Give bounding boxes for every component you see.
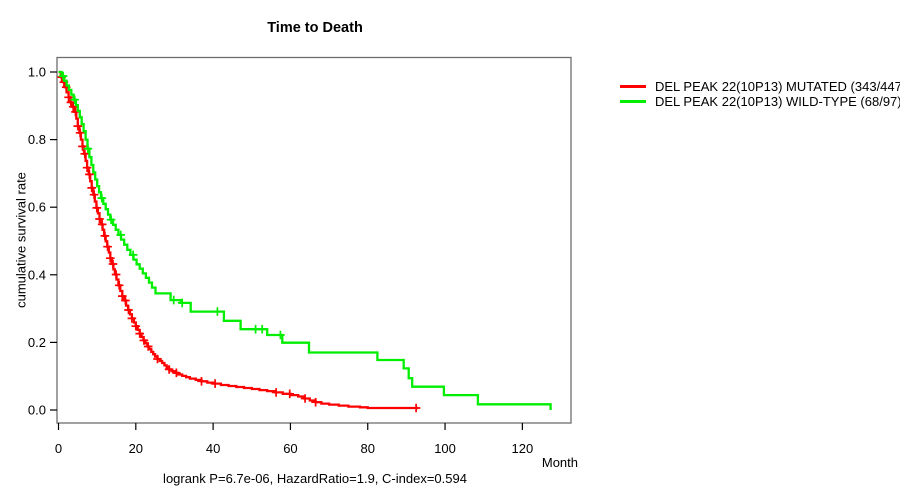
- y-tick-label: 0.8: [28, 132, 46, 147]
- censor-mark: [70, 95, 79, 104]
- censor-mark: [78, 142, 87, 151]
- censor-mark: [73, 121, 83, 131]
- x-tick-label: 40: [206, 441, 220, 456]
- censor-mark: [95, 214, 104, 224]
- x-tick-label: 60: [283, 441, 297, 456]
- legend-line-mutated: [620, 84, 646, 88]
- censor-mark: [131, 321, 141, 331]
- censor-mark: [257, 324, 267, 334]
- censor-mark: [300, 394, 310, 403]
- censor-mark: [103, 242, 112, 251]
- censor-mark: [97, 220, 107, 229]
- censor-mark: [172, 368, 181, 378]
- x-tick-label: 0: [55, 441, 62, 456]
- censor-mark: [75, 128, 85, 138]
- censor-marks-wildtype: [58, 71, 285, 340]
- censor-mark: [87, 183, 96, 193]
- censor-mark: [311, 397, 320, 407]
- censor-mark: [164, 365, 174, 374]
- censor-mark: [114, 281, 124, 290]
- x-tick-label: 120: [512, 441, 534, 456]
- censor-mark: [124, 305, 133, 315]
- censor-mark: [68, 102, 78, 112]
- censor-mark: [85, 170, 94, 179]
- censor-mark: [285, 389, 294, 399]
- censor-mark: [106, 215, 116, 224]
- legend-item-mutated: DEL PEAK 22(10P13) MUTATED (343/447): [620, 78, 900, 94]
- censor-mark: [58, 71, 68, 81]
- censor-mark: [118, 291, 127, 301]
- legend-item-wildtype: DEL PEAK 22(10P13) WILD-TYPE (68/97): [620, 93, 900, 109]
- censor-mark: [411, 403, 421, 413]
- censor-mark: [143, 342, 153, 351]
- censor-mark: [276, 330, 285, 340]
- censor-mark: [82, 163, 92, 172]
- y-tick-label: 0.0: [28, 403, 46, 418]
- y-axis: 0.0 0.2 0.4 0.6 0.8 1.0: [28, 65, 57, 418]
- legend-line-wildtype: [620, 99, 646, 103]
- censor-mark: [116, 230, 125, 240]
- censor-mark: [127, 314, 137, 323]
- legend-label-wildtype: DEL PEAK 22(10P13) WILD-TYPE (68/97): [655, 93, 900, 109]
- y-tick-label: 0.6: [28, 200, 46, 215]
- censor-mark: [108, 259, 118, 269]
- censor-mark: [111, 270, 121, 279]
- km-curve-wildtype: [58, 70, 552, 410]
- censor-mark: [121, 296, 130, 305]
- censor-mark: [89, 190, 99, 199]
- censor-mark: [97, 193, 107, 203]
- x-axis-label: Month: [541, 455, 578, 470]
- censor-mark: [153, 354, 162, 364]
- legend: DEL PEAK 22(10P13) MUTATED (343/447) DEL…: [620, 78, 900, 109]
- censor-mark: [197, 377, 206, 386]
- stats-annotation: logrank P=6.7e-06, HazardRatio=1.9, C-in…: [163, 471, 467, 486]
- censor-mark: [169, 295, 178, 305]
- censor-mark: [106, 253, 115, 263]
- censor-mark: [80, 149, 90, 159]
- y-tick-label: 0.4: [28, 267, 46, 282]
- censor-mark: [271, 388, 281, 397]
- censor-marks-mutated: [57, 72, 421, 413]
- x-tick-label: 20: [129, 441, 143, 456]
- censor-mark: [64, 93, 73, 102]
- y-tick-label: 1.0: [28, 65, 46, 80]
- plot-border: [56, 56, 572, 424]
- x-axis: 0 20 40 60 80 100 120: [55, 423, 533, 456]
- y-tick-label: 0.2: [28, 335, 46, 350]
- chart-title: Time to Death: [267, 20, 363, 36]
- censor-mark: [135, 329, 144, 338]
- censor-mark: [139, 336, 149, 345]
- censor-mark: [128, 250, 138, 260]
- censor-mark: [213, 307, 222, 316]
- x-tick-label: 80: [361, 441, 375, 456]
- censor-mark: [92, 203, 102, 213]
- censor-mark: [210, 379, 220, 388]
- km-curve-mutated: [58, 70, 418, 410]
- legend-label-mutated: DEL PEAK 22(10P13) MUTATED (343/447): [655, 78, 900, 94]
- censor-mark: [83, 144, 93, 153]
- x-tick-label: 100: [434, 441, 456, 456]
- censor-mark: [177, 298, 187, 308]
- censor-mark: [100, 231, 110, 241]
